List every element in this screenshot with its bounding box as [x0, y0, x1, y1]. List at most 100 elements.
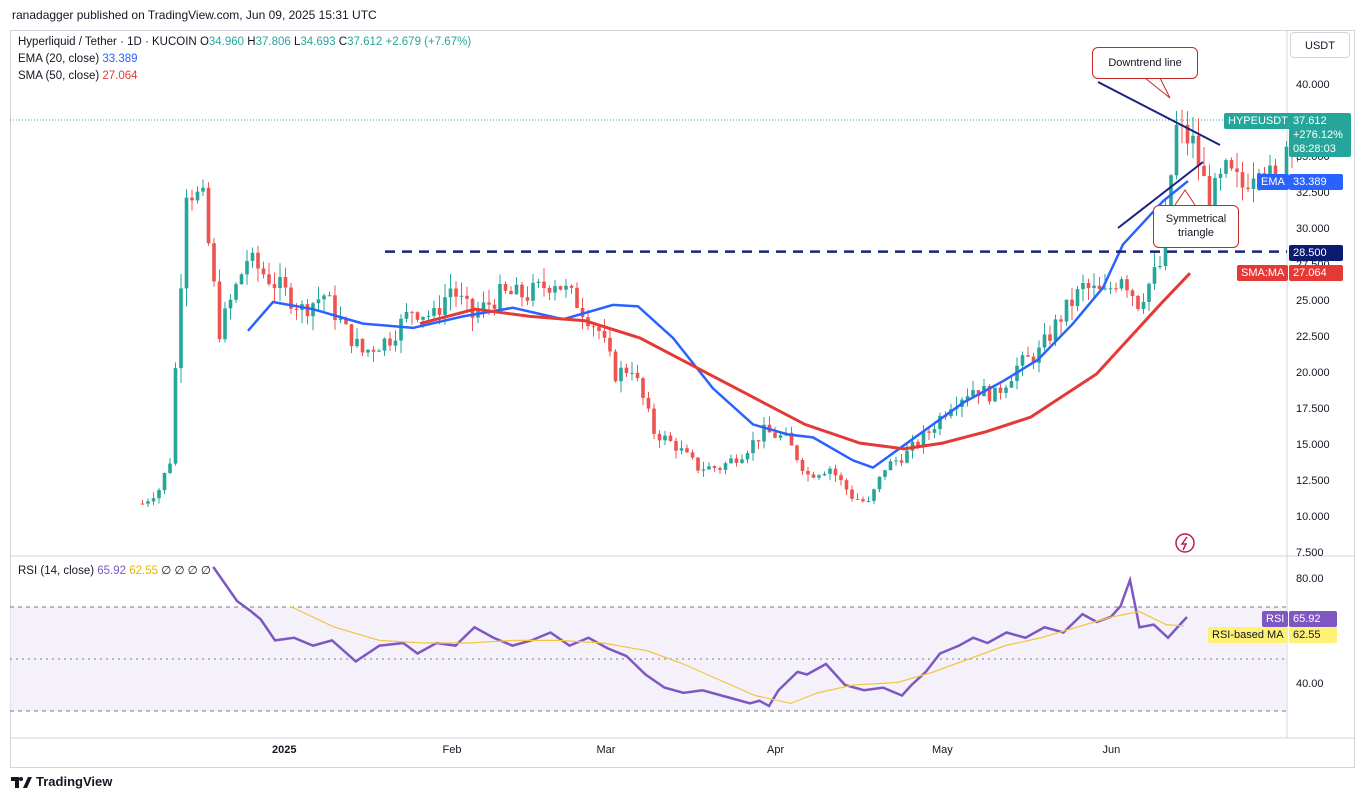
price-tick-label: 17.500	[1296, 403, 1330, 415]
candle-body	[679, 448, 684, 451]
ohlc-l: L34.693	[293, 36, 336, 48]
candle-body	[399, 318, 403, 341]
lightning-icon[interactable]	[1175, 533, 1195, 553]
candle-body	[630, 372, 634, 374]
candle-body	[162, 473, 167, 491]
candle-body	[322, 295, 326, 300]
candle-body	[289, 287, 293, 309]
candle-body	[1004, 387, 1008, 393]
candle-body	[927, 431, 931, 433]
candle-body	[1235, 168, 1239, 173]
candle-body	[542, 281, 546, 289]
candle-body	[432, 307, 436, 316]
currency-button[interactable]: USDT	[1290, 32, 1350, 58]
chart-frame	[10, 30, 1355, 768]
candle-body	[349, 324, 354, 347]
candle-body	[454, 288, 458, 297]
candle-body	[1070, 299, 1074, 307]
rsi-ma-tag-value: 62.55	[1289, 627, 1337, 643]
candle-body	[789, 432, 794, 446]
candle-body	[366, 349, 370, 353]
candle-body	[448, 288, 453, 298]
candle-body	[1042, 334, 1047, 348]
candle-body	[916, 441, 920, 446]
candle-body	[745, 453, 750, 460]
rsi-tag-value: 65.92	[1289, 611, 1337, 627]
sma-tag-label: SMA:MA	[1237, 265, 1289, 281]
candle-body	[591, 326, 596, 328]
ema-legend[interactable]: EMA (20, close) 33.389	[18, 53, 138, 65]
candle-body	[1246, 187, 1250, 189]
candle-body	[415, 312, 420, 320]
symbol-title[interactable]: Hyperliquid / Tether · 1D · KUCOIN	[18, 36, 197, 48]
time-tick-label: Feb	[442, 744, 462, 756]
candle-body	[190, 197, 194, 201]
candle-body	[404, 311, 409, 319]
downtrend-callout-pointer	[1144, 77, 1171, 99]
candle-body	[987, 386, 992, 402]
candle-body	[932, 429, 937, 433]
candle-body	[1224, 160, 1228, 174]
candle-body	[157, 490, 161, 499]
candle-body	[212, 243, 216, 282]
candle-body	[1213, 177, 1217, 213]
candle-body	[795, 445, 799, 460]
candle-body	[553, 286, 557, 293]
candle-body	[844, 480, 849, 490]
downtrend-callout: Downtrend line	[1092, 47, 1198, 79]
candle-body	[1229, 160, 1234, 169]
candle-body	[509, 290, 513, 295]
candle-body	[531, 282, 535, 301]
candle-body	[998, 387, 1003, 393]
price-tick-label: 20.000	[1296, 367, 1330, 379]
symbol-tag: HYPEUSDT	[1224, 113, 1292, 129]
rsi-band	[10, 607, 1287, 711]
candle-body	[1075, 289, 1080, 307]
sma-legend[interactable]: SMA (50, close) 27.064	[18, 70, 138, 82]
tradingview-logo[interactable]: TradingView	[10, 774, 112, 789]
candle-body	[993, 387, 997, 402]
candle-body	[498, 283, 502, 309]
price-tick-label: 25.000	[1296, 295, 1330, 307]
candle-body	[217, 281, 222, 340]
candle-body	[1114, 288, 1118, 290]
candle-body	[536, 281, 541, 283]
candle-body	[674, 440, 678, 451]
candle-body	[1218, 173, 1223, 178]
time-tick-label: 2025	[272, 744, 297, 756]
candle-body	[564, 285, 568, 290]
candle-body	[762, 424, 766, 442]
chart-legend: Hyperliquid / Tether · 1D · KUCOIN O34.9…	[18, 34, 471, 85]
candle-body	[894, 460, 898, 462]
candle-body	[503, 283, 508, 291]
candle-body	[1196, 135, 1201, 166]
candle-body	[734, 458, 739, 463]
candle-body	[338, 318, 343, 321]
candle-body	[437, 307, 442, 315]
candle-body	[1053, 319, 1058, 341]
candle-body	[1119, 279, 1124, 289]
candle-body	[492, 304, 497, 309]
rsi-ma-line	[289, 605, 1185, 705]
candle-body	[800, 459, 805, 472]
symbol-line: Hyperliquid / Tether · 1D · KUCOIN O34.9…	[18, 34, 471, 51]
candle-body	[146, 501, 150, 504]
candle-body	[140, 503, 145, 505]
candle-body	[1147, 283, 1151, 302]
candle-body	[646, 397, 651, 409]
rsi-line	[212, 566, 1188, 708]
candle-body	[668, 435, 673, 441]
rsi-legend[interactable]: RSI (14, close) 65.92 62.55 ∅ ∅ ∅ ∅	[18, 565, 211, 577]
candle-body	[740, 459, 744, 463]
candle-body	[1086, 283, 1091, 289]
candle-body	[575, 287, 579, 308]
candle-body	[410, 311, 414, 313]
candle-body	[443, 297, 447, 315]
candle-body	[1020, 355, 1025, 366]
candle-body	[613, 351, 618, 382]
candle-body	[971, 390, 975, 397]
candle-body	[1108, 288, 1113, 290]
candle-body	[1081, 283, 1085, 290]
candle-body	[839, 475, 843, 481]
